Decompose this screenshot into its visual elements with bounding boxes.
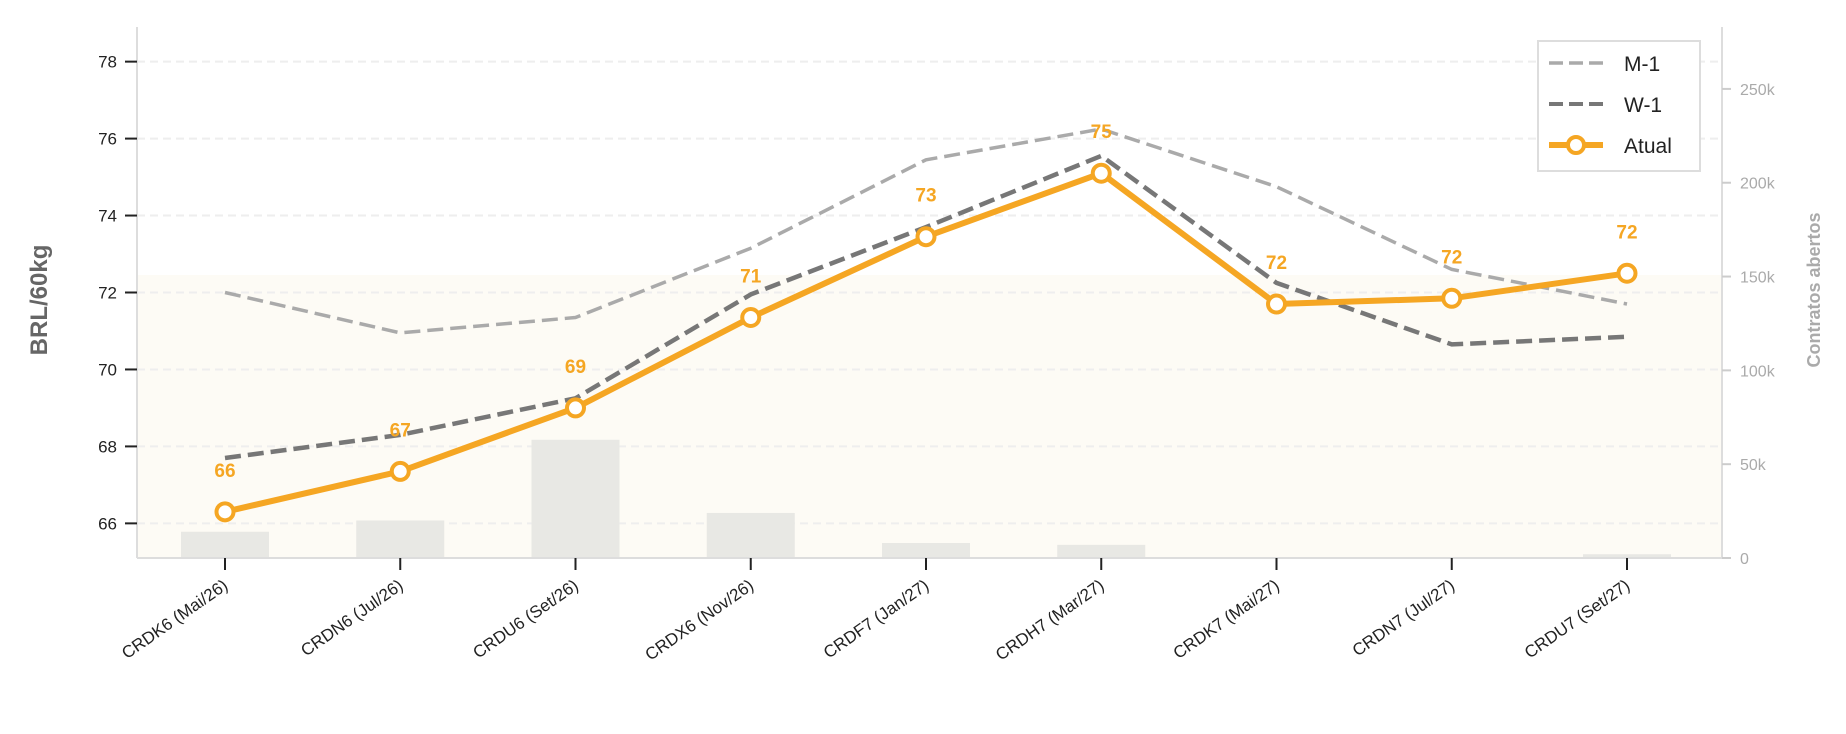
data-labels: 66 67 69 71 73 75 72 72 72 [214, 122, 1637, 482]
x-tick-label: CRDK6 (Mai/26) [118, 576, 231, 663]
data-point-atual [1616, 262, 1638, 284]
open-interest-bar [181, 531, 269, 558]
data-point-atual [915, 226, 937, 248]
x-tick-label: CRDF7 (Jan/27) [820, 576, 932, 663]
series-line-m-1 [224, 127, 1628, 335]
y-tick-label: 74 [98, 207, 117, 226]
data-label-atual: 72 [1266, 253, 1287, 274]
legend-label-atual: Atual [1624, 135, 1672, 158]
legend-marker-atual [1566, 135, 1586, 155]
open-interest-bar [706, 512, 795, 558]
series-lines [214, 127, 1638, 523]
y-axis-ticks: 66 68 70 72 74 76 78 [98, 53, 137, 533]
open-interest-bar [1583, 554, 1671, 558]
x-axis-ticks: CRDK6 (Mai/26) CRDN6 (Jul/26) CRDU6 (Set/2… [118, 558, 1633, 664]
y-tick-label: 70 [98, 360, 117, 379]
open-interest-bar [356, 520, 445, 558]
legend: M-1 W-1 Atual [1537, 40, 1701, 172]
y2-tick-label: 100k [1740, 363, 1776, 380]
x-tick-label: CRDN6 (Jul/26) [297, 576, 406, 660]
data-point-atual [1090, 162, 1112, 184]
legend-box [1537, 40, 1701, 172]
x-tick-label: CRDK7 (Mai/27) [1170, 576, 1283, 663]
data-point-atual [740, 307, 762, 329]
y2-tick-label: 0 [1740, 551, 1749, 568]
data-point-atual [214, 501, 236, 523]
data-label-atual: 75 [1091, 122, 1113, 143]
data-point-atual [389, 460, 411, 482]
data-label-atual: 72 [1616, 222, 1637, 243]
plot-fill [137, 275, 1722, 558]
y2-tick-label: 200k [1740, 176, 1776, 193]
data-label-atual: 72 [1441, 247, 1462, 268]
y-tick-label: 66 [98, 514, 117, 533]
legend-label-m1: M-1 [1624, 53, 1660, 76]
x-tick-label: CRDX6 (Nov/26) [642, 576, 757, 665]
x-tick-label: CRDN7 (Jul/27) [1349, 576, 1458, 660]
data-label-atual: 67 [390, 420, 411, 441]
y-tick-label: 72 [98, 284, 117, 303]
data-label-atual: 66 [214, 461, 235, 482]
open-interest-bar [882, 542, 970, 558]
x-tick-label: CRDH7 (Mar/27) [992, 576, 1107, 665]
data-label-atual: 73 [915, 186, 936, 207]
y-tick-label: 68 [98, 437, 117, 456]
y2-tick-label: 150k [1740, 270, 1776, 287]
y2-tick-label: 50k [1740, 457, 1767, 474]
data-point-atual [1266, 293, 1287, 315]
x-tick-label: CRDU6 (Set/26) [470, 576, 582, 663]
y2-axis-ticks: 0 50k 100k 150k 200k 250k [1722, 82, 1776, 568]
data-point-atual [565, 397, 586, 419]
y-tick-label: 76 [98, 130, 117, 149]
open-interest-bars [181, 439, 1671, 558]
x-tick-label: CRDU7 (Set/27) [1521, 576, 1633, 663]
plot-area-fill [137, 275, 1722, 558]
data-label-atual: 71 [740, 267, 762, 288]
data-label-atual: 69 [565, 357, 586, 378]
legend-label-w1: W-1 [1624, 94, 1662, 117]
y2-tick-label: 250k [1740, 82, 1776, 99]
data-point-atual [1441, 287, 1463, 309]
open-interest-bar [531, 439, 620, 558]
y-tick-label: 78 [98, 53, 117, 72]
y-axis-title: BRL/60kg [26, 245, 53, 356]
y2-axis-title: Contratos abertos [1804, 212, 1824, 367]
open-interest-bar [1057, 544, 1146, 558]
